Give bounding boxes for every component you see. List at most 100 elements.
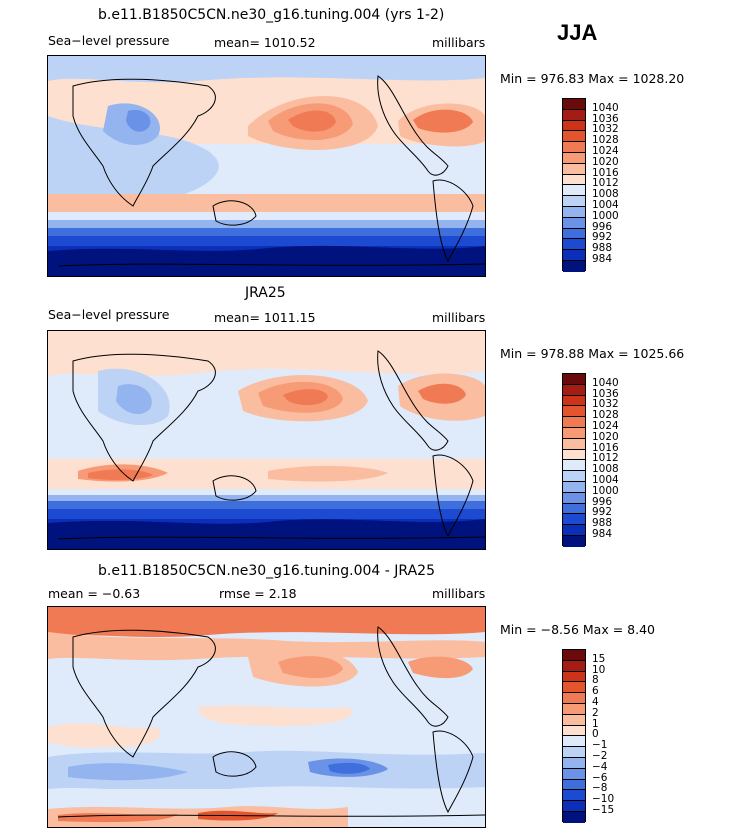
colorbar-segment (563, 374, 585, 385)
colorbar-segment (563, 503, 585, 515)
colorbar-tick-label: 1000 (592, 209, 619, 222)
panel-2-variable-label: Sea−level pressure (48, 307, 170, 322)
panel-1-map-svg (48, 56, 485, 276)
colorbar-segment (563, 250, 585, 261)
colorbar-tick-label: 1036 (592, 112, 619, 125)
colorbar-segment (563, 217, 585, 229)
colorbar-segment (563, 779, 585, 791)
colorbar-segment (563, 395, 585, 407)
panel-2-units-label: millibars (432, 310, 486, 325)
colorbar-segment (563, 460, 585, 472)
colorbar-tick-label: 1028 (592, 409, 619, 422)
colorbar-tick-label: 992 (592, 506, 613, 519)
colorbar-segment (563, 120, 585, 132)
panel-1-mean-label: mean= 1010.52 (214, 35, 316, 50)
colorbar-segment (563, 428, 585, 439)
panel-3-mean-label: mean = −0.63 (48, 586, 141, 601)
panel-2-mean-label: mean= 1011.15 (214, 310, 316, 325)
colorbar-segment (563, 207, 585, 218)
colorbar-tick-label: 1024 (592, 420, 619, 432)
colorbar-segment (563, 185, 585, 197)
colorbar-segment (563, 384, 585, 396)
colorbar-segment (563, 438, 585, 450)
colorbar-tick-label: 1020 (592, 155, 619, 168)
colorbar-tick-label: 1004 (592, 199, 619, 211)
colorbar-segment (563, 492, 585, 504)
colorbar-segment (563, 650, 585, 661)
colorbar-tick-label: 1016 (592, 166, 619, 179)
panel-2-map-svg (48, 331, 485, 549)
colorbar-segment (563, 768, 585, 780)
panel-3-minmax-label: Min = −8.56 Max = 8.40 (500, 622, 655, 637)
colorbar-segment (563, 482, 585, 493)
panel-3-units-label: millibars (432, 586, 486, 601)
colorbar-segment (563, 99, 585, 110)
colorbar-segment (563, 536, 585, 547)
colorbar-tick-label: 8 (592, 674, 599, 687)
colorbar-segment (563, 725, 585, 737)
colorbar-segment (563, 790, 585, 802)
colorbar-tick-label: 1032 (592, 123, 619, 136)
colorbar-tick-label: 10 (592, 663, 606, 676)
colorbar-segment (563, 736, 585, 748)
colorbar-tick-label: 2 (592, 706, 599, 719)
colorbar-segment (563, 406, 585, 418)
panel-3-map-svg (48, 607, 485, 827)
colorbar-tick-label: 1012 (592, 452, 619, 465)
colorbar-segment (563, 812, 585, 823)
panel-1-map (47, 55, 486, 277)
colorbar-tick-label: 992 (592, 231, 613, 244)
panel-1-variable-label: Sea−level pressure (48, 33, 170, 48)
colorbar-tick-label: 1036 (592, 387, 619, 400)
panel-1-minmax-label: Min = 976.83 Max = 1028.20 (500, 71, 685, 86)
colorbar-segment (563, 693, 585, 704)
panel-3-title: b.e11.B1850C5CN.ne30_g16.tuning.004 - JR… (98, 563, 435, 579)
colorbar-tick-label: 988 (592, 242, 613, 255)
colorbar-tick-label: 6 (592, 685, 599, 698)
colorbar-segment (563, 131, 585, 143)
colorbar-segment (563, 163, 585, 175)
colorbar-segment (563, 142, 585, 153)
colorbar-tick-label: 1 (592, 717, 599, 730)
colorbar-tick-label: −4 (592, 760, 608, 773)
colorbar-segment (563, 704, 585, 715)
colorbar-tick-label: 1008 (592, 188, 619, 201)
colorbar-tick-label: −8 (592, 782, 608, 795)
colorbar-tick-label: 1028 (592, 134, 619, 147)
colorbar-tick-label: 996 (592, 220, 613, 233)
colorbar-tick-label: 996 (592, 495, 613, 508)
colorbar-segment (563, 471, 585, 482)
panel-3-rmse-label: rmse = 2.18 (219, 586, 297, 601)
colorbar-tick-label: 1040 (592, 376, 619, 389)
colorbar-tick-label: 1024 (592, 145, 619, 157)
panel-1-units-label: millibars (432, 35, 486, 50)
colorbar-tick-label: 1008 (592, 463, 619, 476)
colorbar-segment (563, 758, 585, 769)
colorbar-tick-label: 1016 (592, 441, 619, 454)
colorbar-segment (563, 228, 585, 240)
colorbar-tick-label: −6 (592, 771, 608, 784)
colorbar-tick-label: −10 (592, 793, 615, 806)
colorbar-segment (563, 525, 585, 536)
colorbar-segment (563, 660, 585, 672)
season-label: JJA (557, 20, 598, 45)
colorbar-tick-label: 984 (592, 528, 613, 540)
colorbar-segment (563, 514, 585, 526)
colorbar-tick-label: 988 (592, 517, 613, 530)
colorbar-segment (563, 196, 585, 207)
colorbar-tick-label: 1040 (592, 101, 619, 114)
colorbar-tick-label: 1000 (592, 484, 619, 497)
panel-2-minmax-label: Min = 978.88 Max = 1025.66 (500, 346, 685, 361)
colorbar-segment (563, 747, 585, 758)
colorbar-segment (563, 174, 585, 186)
colorbar-segment (563, 153, 585, 164)
colorbar-segment (563, 801, 585, 812)
colorbar-tick-label: 15 (592, 652, 606, 665)
panel-2-title: JRA25 (245, 285, 286, 301)
colorbar-tick-label: 1012 (592, 177, 619, 190)
colorbar-tick-label: 984 (592, 253, 613, 265)
colorbar-tick-label: 0 (592, 728, 599, 741)
colorbar-tick-label: 1020 (592, 430, 619, 443)
colorbar-segment (563, 109, 585, 121)
colorbar-segment (563, 261, 585, 272)
